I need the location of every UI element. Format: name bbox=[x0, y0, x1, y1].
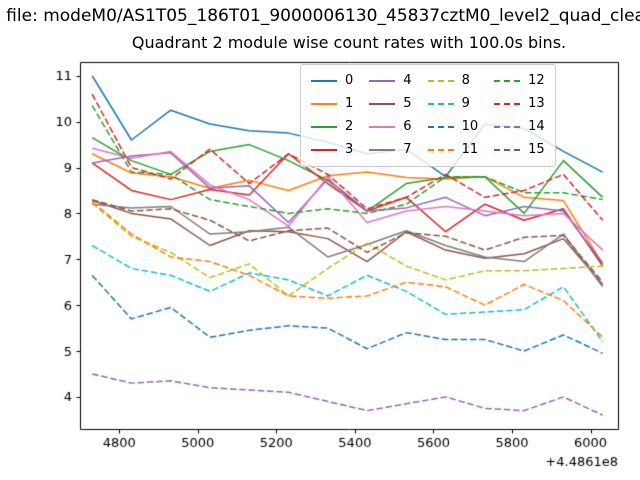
legend-item-12: 12 bbox=[494, 71, 545, 91]
legend-label: 14 bbox=[528, 119, 545, 134]
legend-line-7-solid bbox=[369, 149, 396, 151]
legend-line-1-solid bbox=[311, 103, 337, 105]
legend-item-4: 4 bbox=[369, 71, 412, 91]
legend-label: 10 bbox=[461, 119, 479, 134]
legend-label: 11 bbox=[461, 142, 479, 157]
legend-line-11-dashed bbox=[427, 149, 454, 151]
legend-label: 6 bbox=[403, 119, 412, 134]
legend-line-8-dashed bbox=[427, 80, 454, 82]
legend-line-4-solid bbox=[369, 80, 396, 82]
legend-item-6: 6 bbox=[369, 117, 412, 137]
legend-line-6-solid bbox=[369, 126, 396, 128]
legend-item-15: 15 bbox=[494, 140, 545, 160]
legend-label: 5 bbox=[403, 96, 412, 111]
legend-item-5: 5 bbox=[369, 94, 412, 114]
legend-label: 0 bbox=[345, 73, 354, 88]
legend-line-5-solid bbox=[369, 103, 396, 105]
legend-item-8: 8 bbox=[427, 71, 479, 91]
legend-label: 9 bbox=[461, 96, 470, 111]
legend-line-13-dashed bbox=[494, 103, 521, 105]
legend-line-0-solid bbox=[311, 80, 337, 82]
legend-line-9-dashed bbox=[427, 103, 454, 105]
figure-title: n file: modeM0/AS1T05_186T01_9000006130_… bbox=[0, 6, 640, 26]
legend-item-13: 13 bbox=[494, 94, 545, 114]
legend-item-0: 0 bbox=[311, 71, 353, 91]
legend-line-14-dashed bbox=[494, 126, 521, 128]
legend-label: 13 bbox=[528, 96, 545, 111]
legend-label: 2 bbox=[345, 119, 354, 134]
legend-item-10: 10 bbox=[427, 117, 479, 137]
legend-item-2: 2 bbox=[311, 117, 353, 137]
legend-item-9: 9 bbox=[427, 94, 479, 114]
legend-label: 15 bbox=[528, 142, 545, 157]
legend-item-14: 14 bbox=[494, 117, 545, 137]
legend-line-10-dashed bbox=[427, 126, 454, 128]
legend-item-7: 7 bbox=[369, 140, 412, 160]
legend-item-3: 3 bbox=[311, 140, 353, 160]
legend-line-12-dashed bbox=[494, 80, 521, 82]
legend-line-15-dashed bbox=[494, 149, 521, 151]
legend-item-1: 1 bbox=[311, 94, 353, 114]
legend-line-2-solid bbox=[311, 126, 337, 128]
legend-label: 12 bbox=[528, 73, 545, 88]
axes-title: Quadrant 2 module wise count rates with … bbox=[131, 33, 567, 52]
legend-label: 3 bbox=[345, 142, 354, 157]
legend-label: 8 bbox=[461, 73, 470, 88]
legend: 0 1 2 3 4 5 6 7 8 9 10 11 12 13 14 15 bbox=[300, 64, 556, 167]
legend-label: 4 bbox=[403, 73, 412, 88]
legend-item-11: 11 bbox=[427, 140, 479, 160]
legend-label: 7 bbox=[403, 142, 412, 157]
legend-line-3-solid bbox=[311, 149, 337, 151]
legend-label: 1 bbox=[345, 96, 354, 111]
